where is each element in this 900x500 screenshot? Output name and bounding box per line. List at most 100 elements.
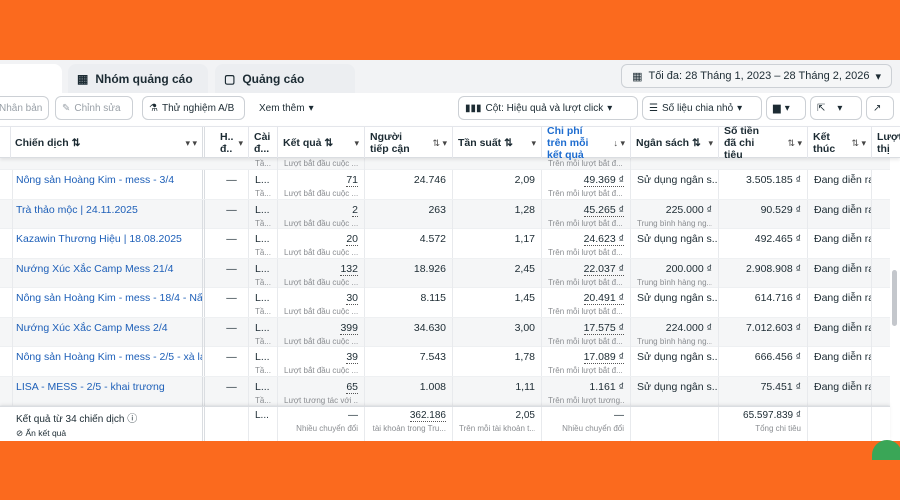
row-checkbox[interactable] — [0, 258, 13, 288]
results-sub: Lượt bắt đầu cuộc ... — [278, 158, 365, 170]
select-all-column[interactable] — [0, 127, 11, 158]
hide-results-link[interactable]: ⊘ Ẩn kết quả — [16, 428, 196, 439]
campaign-link[interactable]: Kazawin Thương Hiệu | 18.08.2025 — [16, 233, 182, 245]
table-row[interactable]: LISA - MESS - 2/5 - khai trương — L... Tầ..… — [0, 376, 890, 406]
cell-delivery: — — [215, 170, 249, 199]
chevron-down-icon: ▾ — [837, 102, 843, 114]
campaign-link[interactable]: Nướng Xúc Xắc Camp Mess 21/4 — [16, 262, 174, 275]
cpr-sub: Trên mỗi lượt bắt đ... — [542, 158, 631, 170]
row-checkbox[interactable] — [0, 347, 13, 376]
table-header: Chiến dịch ⇅ ▾ ▾ H.. đ.. ▾ Cài đ... Kết qu… — [0, 125, 900, 161]
vertical-scrollbar[interactable] — [892, 270, 897, 326]
settings-sub: Tầ... — [249, 158, 278, 170]
cell-spent: 3.505.185 ₫ — [719, 170, 808, 199]
cell-reach: 7.543 — [365, 347, 453, 376]
table-row[interactable]: Nông sản Hoàng Kim - mess - 18/4 - Nấm — L… — [0, 288, 890, 318]
cell-ends: Đang diễn ra — [808, 288, 872, 317]
columns-button[interactable]: ▮▮▮ Cột: Hiệu quả và lượt click ▾ — [458, 96, 638, 120]
table-row[interactable]: Nông sản Hoàng Kim - mess - 3/4 — L... Tầ..… — [0, 170, 890, 200]
tab-ads[interactable]: ▢ Quảng cáo — [215, 64, 355, 93]
table-row-partial: Tầ... Lượt bắt đầu cuộc ... Trên mỗi lượ… — [0, 158, 890, 170]
row-checkbox[interactable] — [0, 317, 13, 347]
cell-name[interactable]: Nông sản Hoàng Kim - mess - 18/4 - Nấm — [10, 288, 205, 317]
column-settings[interactable]: Cài đ... — [249, 127, 278, 158]
breakdown-button[interactable]: ☰ Số liệu chia nhỏ ▾ — [642, 96, 762, 120]
row-checkbox[interactable] — [0, 199, 13, 229]
edit-button[interactable]: ✎ Chỉnh sửa — [55, 96, 133, 120]
help-bubble[interactable] — [872, 440, 900, 460]
cell-name[interactable]: Nướng Xúc Xắc Camp Mess 2/4 — [10, 317, 205, 347]
info-icon[interactable]: ⓘ — [127, 414, 138, 425]
cell-results: 2 Lượt bắt đầu cuộc ... — [278, 199, 365, 229]
cell-name[interactable]: LISA - MESS - 2/5 - khai trương — [10, 376, 205, 406]
chevron-down-icon: ▾ — [875, 70, 881, 83]
cell-budget: 225.000 ₫ Trung bình hàng ng... — [631, 199, 719, 229]
reports-button[interactable]: ▆ ▾ — [766, 96, 806, 120]
cell-budget: Sử dụng ngân s... — [631, 376, 719, 406]
cell-ends: Đang diễn ra — [808, 229, 872, 258]
cell-name[interactable]: Nông sản Hoàng Kim - mess - 2/5 - xà lác… — [10, 347, 205, 376]
tab-ad-sets[interactable]: ▦ Nhóm quảng cáo — [68, 64, 208, 93]
campaign-link[interactable]: Nông sản Hoàng Kim - mess - 3/4 — [16, 174, 175, 186]
table-row[interactable]: Nướng Xúc Xắc Camp Mess 21/4 — L... Tầ... 13… — [0, 258, 890, 288]
column-delivery[interactable]: H.. đ.. ▾ — [215, 127, 249, 158]
button-label: Cột: Hiệu quả và lượt click — [485, 102, 604, 114]
duplicate-button[interactable]: Nhân bản — [0, 96, 49, 120]
button-label: Nhân bản — [0, 102, 43, 114]
column-results[interactable]: Kết quả ⇅ ▾ — [278, 127, 365, 158]
table-row[interactable]: Kazawin Thương Hiệu | 18.08.2025 — L... Tầ.… — [0, 229, 890, 259]
cell-results: 399 Lượt bắt đầu cuộc ... — [278, 317, 365, 347]
cell-name[interactable]: Nướng Xúc Xắc Camp Mess 21/4 — [10, 258, 205, 288]
column-impressions[interactable]: Lượt thị — [872, 127, 900, 158]
cell-name[interactable]: Trà thảo mộc | 24.11.2025 — [10, 199, 205, 229]
cell-cpr: 22.037 ₫ Trên mỗi lượt bắt đ... — [542, 258, 631, 288]
column-ends[interactable]: Kết thúc ⇅ ▾ — [808, 127, 872, 158]
cell-delivery: — — [215, 376, 249, 406]
cell-cpr: 24.623 ₫ Trên mỗi lượt bắt đ... — [542, 229, 631, 258]
table-row[interactable]: Trà thảo mộc | 24.11.2025 — L... Tầ... 2 Lượt… — [0, 199, 890, 229]
cell-budget: 224.000 ₫ Trung bình hàng ng... — [631, 317, 719, 347]
ab-test-button[interactable]: ⚗ Thử nghiệm A/B — [142, 96, 245, 120]
campaign-link[interactable]: Nướng Xúc Xắc Camp Mess 2/4 — [16, 321, 168, 334]
cell-budget: Sử dụng ngân s... — [631, 288, 719, 317]
campaign-link[interactable]: LISA - MESS - 2/5 - khai trương — [16, 380, 165, 393]
campaign-link[interactable]: Trà thảo mộc | 24.11.2025 — [16, 203, 138, 216]
chevron-down-icon: ▾ — [308, 102, 314, 114]
cell-name[interactable]: Kazawin Thương Hiệu | 18.08.2025 — [10, 229, 205, 258]
column-reach[interactable]: Người tiếp cận ⇅ ▾ — [365, 127, 453, 158]
cell-setting: L... Tầ... — [249, 347, 278, 376]
cell-spent: 2.908.908 ₫ — [719, 258, 808, 288]
export-button[interactable]: ⇱ ▾ — [810, 96, 862, 120]
column-campaign[interactable]: Chiến dịch ⇅ ▾ ▾ — [10, 127, 205, 158]
cell-reach: 4.572 — [365, 229, 453, 258]
column-budget[interactable]: Ngân sách ⇅ ▾ — [631, 127, 719, 158]
cell-results: 39 Lượt bắt đầu cuộc ... — [278, 347, 365, 376]
header-label: Kết thúc — [813, 130, 836, 155]
cell-frequency: 1,11 — [453, 376, 542, 406]
tab-campaigns[interactable] — [0, 64, 62, 93]
row-checkbox[interactable] — [0, 288, 13, 317]
campaign-link[interactable]: Nông sản Hoàng Kim - mess - 18/4 - Nấm — [16, 292, 205, 304]
row-checkbox[interactable] — [0, 170, 13, 199]
table-row[interactable]: Nướng Xúc Xắc Camp Mess 2/4 — L... Tầ... 399… — [0, 317, 890, 347]
date-range-picker[interactable]: ▦ Tối đa: 28 Tháng 1, 2023 – 28 Tháng 2, … — [621, 64, 892, 88]
chevron-down-icon: ▾ — [607, 102, 613, 114]
columns-icon: ▮▮▮ — [465, 102, 482, 114]
more-button[interactable]: Xem thêm ▾ — [253, 96, 320, 120]
column-frequency[interactable]: Tần suất ⇅ ▾ — [453, 127, 542, 158]
cell-results: 71 Lượt bắt đầu cuộc ... — [278, 170, 365, 199]
cell-reach: 1.008 — [365, 376, 453, 406]
cell-frequency: 1,78 — [453, 347, 542, 376]
cell-name[interactable]: Nông sản Hoàng Kim - mess - 3/4 — [10, 170, 205, 199]
column-cost-per-result[interactable]: Chi phí trên mỗi kết quả ↓ ▾ — [542, 125, 631, 161]
chart-button[interactable]: ↗ — [866, 96, 894, 120]
column-amount-spent[interactable]: Số tiền đã chi tiêu ⇅ ▾ — [719, 125, 808, 161]
campaign-link[interactable]: Nông sản Hoàng Kim - mess - 2/5 - xà lác… — [16, 351, 205, 363]
row-checkbox[interactable] — [0, 229, 13, 258]
cell-results: 30 Lượt bắt đầu cuộc ... — [278, 288, 365, 317]
cell-results: 132 Lượt bắt đầu cuộc ... — [278, 258, 365, 288]
table-row[interactable]: Nông sản Hoàng Kim - mess - 2/5 - xà lác… — [0, 347, 890, 377]
header-label: Chiến dịch — [15, 136, 69, 149]
cell-budget: 200.000 ₫ Trung bình hàng ng... — [631, 258, 719, 288]
row-checkbox[interactable] — [0, 376, 13, 406]
